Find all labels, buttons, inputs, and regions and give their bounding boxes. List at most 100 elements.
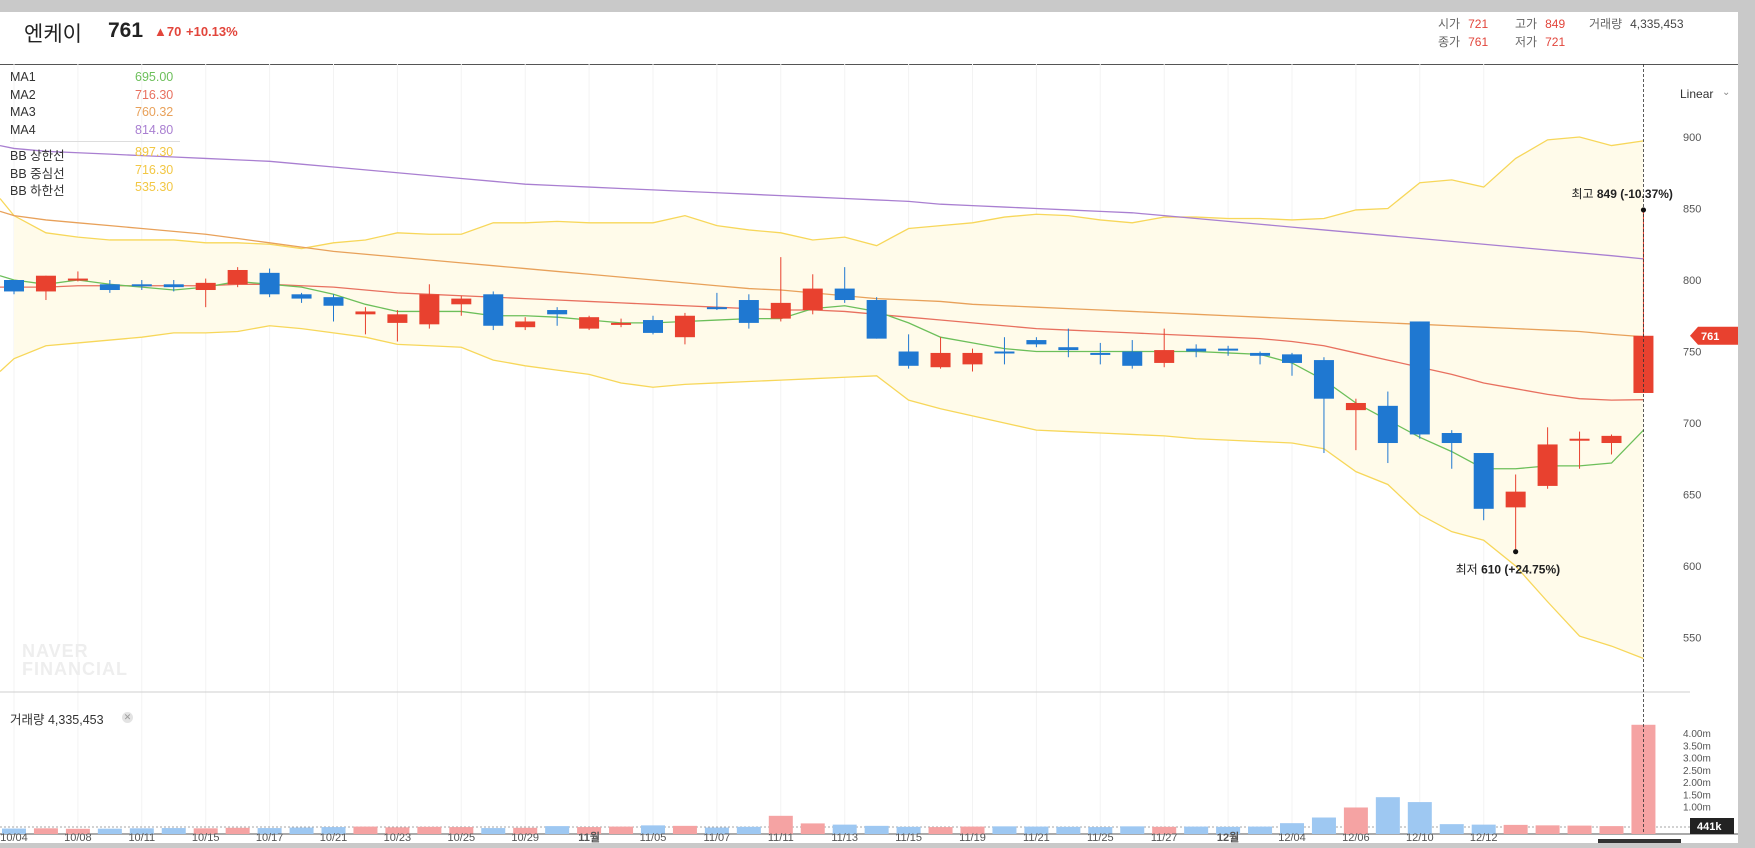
open-value: 721 bbox=[1468, 17, 1489, 31]
indicator-legend: MA1 695.00 MA2 716.30 MA3 760.32 MA4 814… bbox=[10, 70, 180, 198]
candle-body bbox=[738, 300, 759, 323]
ma4-line bbox=[0, 144, 1644, 260]
candle bbox=[611, 318, 632, 328]
volume-bar bbox=[736, 826, 761, 834]
x-tick-label: 12월 bbox=[1217, 830, 1239, 843]
candle-body bbox=[1218, 348, 1239, 351]
candle-body bbox=[1058, 347, 1079, 351]
candle bbox=[1122, 340, 1143, 369]
legend-ma4-name: MA4 bbox=[10, 122, 36, 137]
x-tick-label: 11/25 bbox=[1087, 832, 1114, 843]
candle-body bbox=[387, 314, 408, 323]
volume-bar bbox=[864, 825, 889, 834]
candle-body bbox=[1313, 360, 1334, 399]
ohlc-open: 시가 721 bbox=[1438, 15, 1488, 32]
volume-badge-bg bbox=[1690, 818, 1734, 834]
x-tick-label: 12/12 bbox=[1470, 832, 1498, 843]
volume-badge-text: 441k bbox=[1697, 821, 1722, 833]
ohlc-volume: 거래량 4,335,453 bbox=[1589, 15, 1684, 32]
price-change-rate: +10.13% bbox=[186, 24, 238, 39]
candle-body bbox=[259, 272, 280, 295]
candle bbox=[1154, 328, 1175, 368]
x-tick-label: 11/15 bbox=[895, 832, 922, 843]
volume-tick-label: 1.50m bbox=[1683, 790, 1711, 801]
candle bbox=[259, 268, 280, 298]
candle bbox=[451, 295, 472, 316]
volume-label: 거래량 bbox=[1589, 17, 1623, 31]
crosshair-date-badge: 2024-12-16 bbox=[1598, 839, 1681, 843]
legend-ma1: MA1 695.00 bbox=[10, 70, 180, 88]
candle bbox=[99, 280, 120, 293]
legend-separator bbox=[10, 141, 180, 142]
volume-bar bbox=[1439, 824, 1464, 834]
close-icon[interactable]: ✕ bbox=[122, 712, 133, 723]
volume-bar bbox=[1311, 817, 1336, 834]
x-tick-label: 11/05 bbox=[640, 832, 667, 843]
volume-tick-label: 3.00m bbox=[1683, 754, 1711, 765]
candle bbox=[67, 271, 88, 282]
volume-bar bbox=[641, 825, 665, 834]
volume-bar bbox=[289, 827, 314, 834]
candle-body bbox=[802, 288, 823, 311]
volume-bar bbox=[513, 827, 538, 834]
volume-value: 4,335,453 bbox=[1630, 17, 1684, 31]
y-tick-label: 550 bbox=[1683, 633, 1701, 645]
candle bbox=[770, 257, 791, 322]
candle-body bbox=[483, 294, 504, 326]
x-tick-label: 12/04 bbox=[1278, 832, 1306, 843]
y-tick-label: 850 bbox=[1683, 204, 1701, 216]
candle-body bbox=[994, 351, 1015, 354]
candle-body bbox=[770, 302, 791, 319]
candle-body bbox=[131, 284, 152, 287]
candle bbox=[674, 312, 695, 345]
candle-body bbox=[579, 317, 600, 329]
legend-ma4-value: 814.80 bbox=[135, 122, 174, 137]
chart-frame: 엔케이 761 ▲70 +10.13% 시가 721 고가 849 거래량 4,335… bbox=[0, 12, 1738, 843]
price-current-badge: 761 bbox=[1690, 326, 1738, 345]
volume-bar bbox=[257, 828, 282, 834]
candle-body bbox=[163, 284, 184, 288]
volume-bar bbox=[2, 828, 26, 834]
candle-body bbox=[1345, 402, 1366, 411]
candle-body bbox=[1186, 348, 1207, 352]
volume-bar bbox=[896, 826, 921, 834]
candle-body bbox=[611, 322, 632, 325]
volume-bar bbox=[1280, 823, 1304, 834]
candle bbox=[994, 337, 1015, 365]
volume-bar bbox=[1184, 826, 1209, 834]
volume-bar bbox=[1056, 826, 1081, 834]
y-tick-label: 700 bbox=[1683, 418, 1701, 430]
candlestick-chart[interactable]: 5506006507007508008509001.00m1.50m2.00m2… bbox=[0, 12, 1738, 843]
x-tick-label: 11/21 bbox=[1023, 832, 1050, 843]
candle bbox=[323, 294, 344, 322]
watermark-line-2: FINANCIAL bbox=[22, 659, 128, 679]
x-tick-label: 10/21 bbox=[320, 832, 348, 843]
low-label: 저가 bbox=[1515, 35, 1538, 49]
legend-ma3-name: MA3 bbox=[10, 105, 36, 119]
legend-bb-upper: BB 상한선 897.30 bbox=[10, 145, 180, 163]
volume-bar bbox=[577, 827, 602, 834]
close-label: 종가 bbox=[1438, 35, 1461, 49]
scale-mode-select[interactable]: Linear bbox=[1680, 87, 1714, 101]
candle bbox=[131, 280, 152, 291]
candle bbox=[1569, 431, 1590, 469]
volume-tick-label: 1.00m bbox=[1683, 803, 1711, 814]
bb-upper-line bbox=[0, 136, 1644, 250]
y-tick-label: 650 bbox=[1683, 490, 1701, 502]
volume-bar bbox=[1407, 802, 1432, 834]
candle bbox=[1058, 328, 1079, 358]
candle bbox=[643, 315, 663, 335]
candle-body bbox=[1505, 491, 1526, 508]
legend-ma4: MA4 814.80 bbox=[10, 123, 180, 141]
candle bbox=[419, 284, 440, 329]
x-tick-label: 12/06 bbox=[1342, 832, 1370, 843]
legend-bb-lower-value: 535.30 bbox=[135, 180, 174, 194]
candle bbox=[1345, 398, 1366, 451]
x-tick-label: 11/13 bbox=[831, 832, 858, 843]
candle-body bbox=[962, 352, 983, 365]
chevron-down-icon[interactable]: ⌄ bbox=[1722, 87, 1731, 98]
candle bbox=[35, 275, 56, 301]
y-tick-label: 800 bbox=[1683, 275, 1701, 287]
candle-body bbox=[866, 300, 887, 339]
candle-body bbox=[419, 294, 440, 325]
